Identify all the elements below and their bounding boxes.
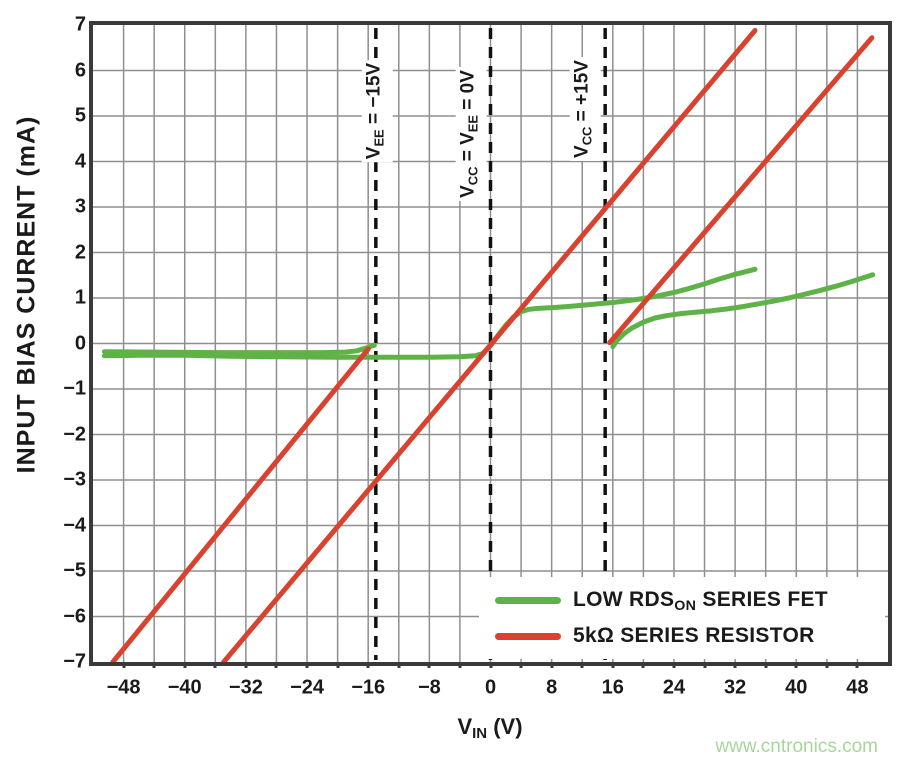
series-fet-supplies-pm15v-positive-branch <box>610 272 876 350</box>
y-tick-label--1: −1 <box>63 377 86 400</box>
y-tick-label-2: 2 <box>74 241 86 263</box>
y-tick-label--6: −6 <box>63 605 86 627</box>
label-subscript: EE <box>371 129 387 147</box>
x-tick-label--24: −24 <box>290 676 324 699</box>
x-tick-mark <box>703 662 707 668</box>
x-tick-mark <box>244 662 248 668</box>
series-resistor-supplies-0v <box>221 28 758 662</box>
legend: LOW RDSON SERIES FET 5kΩ SERIES RESISTOR <box>479 577 885 659</box>
x-tick-label--8: −8 <box>417 676 441 699</box>
x-tick-label-0: 0 <box>484 676 497 699</box>
label-text: (V) <box>487 713 523 739</box>
x-tick-mark <box>152 662 156 668</box>
x-tick-mark <box>183 662 187 668</box>
legend-row-5k-series-resistor: 5kΩ SERIES RESISTOR <box>495 624 885 648</box>
x-tick-label--40: −40 <box>167 676 202 699</box>
x-tick-mark <box>336 662 340 668</box>
label-text: = +15V <box>571 60 593 127</box>
series-resistor-supplies-pm15v-negative-branch <box>110 346 371 662</box>
x-tick-mark <box>458 662 462 668</box>
label-subscript: EE <box>464 115 480 133</box>
x-tick-mark <box>366 662 370 668</box>
watermark: www.cntronics.com <box>715 736 878 757</box>
series-fet-supplies-pm15v-negative-branch <box>102 342 377 356</box>
x-tick-label-32: 32 <box>723 676 747 699</box>
legend-row-low-rdson-series-fet: LOW RDSON SERIES FET <box>495 588 885 614</box>
x-tick-mark <box>580 662 584 668</box>
x-tick-mark <box>825 662 829 668</box>
y-tick-label-7: 7 <box>74 13 86 36</box>
y-tick-label-4: 4 <box>74 150 86 172</box>
reference-line-label-2: VCC = +15V <box>569 57 601 161</box>
x-tick-mark <box>489 662 492 668</box>
label-text: = 0V <box>457 70 479 116</box>
x-tick-mark <box>274 662 278 668</box>
label-subscript: IN <box>472 725 488 743</box>
x-tick-mark <box>794 662 798 668</box>
x-axis-title: VIN (V) <box>457 714 522 742</box>
y-tick-label-5: 5 <box>74 104 86 127</box>
y-tick-label-6: 6 <box>74 59 86 81</box>
x-tick-label-16: 16 <box>601 676 624 699</box>
x-tick-mark <box>213 662 217 668</box>
y-tick-label--7: −7 <box>63 650 86 673</box>
label-text: LOW RDS <box>573 587 675 611</box>
x-tick-label-24: 24 <box>662 676 686 699</box>
x-tick-mark <box>611 662 615 668</box>
x-tick-mark <box>672 662 676 668</box>
y-tick-label-1: 1 <box>74 286 86 309</box>
label-text: = V <box>457 132 479 167</box>
x-tick-label--32: −32 <box>228 676 263 699</box>
y-tick-label-0: 0 <box>74 332 86 354</box>
x-tick-mark <box>305 662 309 668</box>
label-text: V <box>363 146 385 160</box>
label-subscript: ON <box>674 597 697 614</box>
reference-line-label-1: VCC = VEE = 0V <box>455 67 486 201</box>
reference-line-label-0: VEE = −15V <box>361 59 393 163</box>
legend-label-low-rdson-series-fet: LOW RDSON SERIES FET <box>573 588 828 614</box>
x-tick-mark <box>733 662 737 668</box>
x-tick-mark <box>519 662 523 668</box>
y-tick-label--4: −4 <box>63 514 86 536</box>
x-tick-mark <box>641 662 645 668</box>
label-text: 5kΩ SERIES RESISTOR <box>573 624 815 648</box>
plot-area <box>93 25 888 662</box>
y-tick-label--5: −5 <box>63 559 86 582</box>
legend-swatch-low-rdson-series-fet <box>495 597 561 605</box>
x-tick-label--16: −16 <box>351 676 386 699</box>
label-text: V <box>457 713 473 739</box>
x-tick-mark <box>764 662 768 668</box>
legend-swatch-5k-series-resistor <box>495 632 561 640</box>
y-tick-label--3: −3 <box>63 468 86 491</box>
series-fet-supplies-0v <box>102 266 758 360</box>
x-tick-mark <box>855 662 859 668</box>
label-text: V <box>457 185 479 198</box>
x-tick-mark <box>122 662 126 668</box>
label-text: = −15V <box>363 62 385 130</box>
y-axis-title-text: INPUT BIAS CURRENT (mA) <box>12 115 41 474</box>
legend-label-5k-series-resistor: 5kΩ SERIES RESISTOR <box>573 624 815 648</box>
label-text: SERIES FET <box>696 587 828 611</box>
label-subscript: CC <box>464 166 480 186</box>
x-tick-mark <box>427 662 431 668</box>
label-text: V <box>571 145 593 158</box>
x-tick-mark <box>397 662 401 668</box>
x-tick-label-48: 48 <box>846 676 869 699</box>
label-subscript: CC <box>579 126 595 146</box>
y-tick-label--2: −2 <box>63 423 86 445</box>
x-tick-mark <box>550 662 554 668</box>
series-resistor-supplies-pm15v-positive-branch <box>607 35 875 346</box>
x-tick-label-8: 8 <box>546 676 558 699</box>
x-tick-label-40: 40 <box>785 676 808 699</box>
y-tick-label-3: 3 <box>74 195 86 218</box>
x-tick-label--48: −48 <box>106 676 141 699</box>
